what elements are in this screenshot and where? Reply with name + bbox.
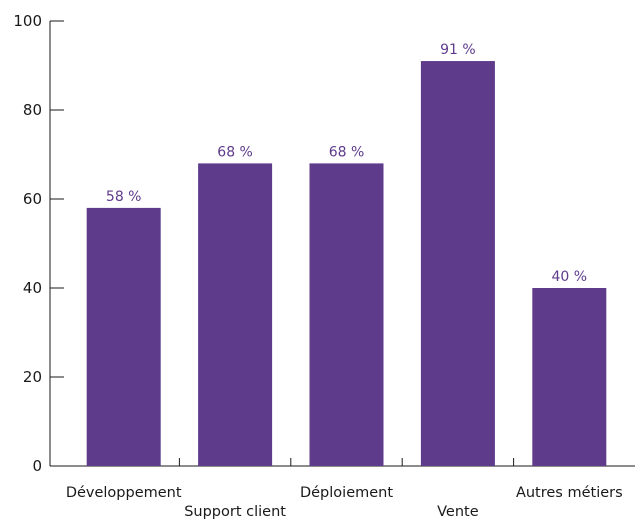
- category-label: Vente: [437, 504, 479, 520]
- bar: [532, 288, 607, 466]
- bar-value-label: 40 %: [552, 269, 588, 285]
- bar: [86, 207, 161, 466]
- y-tick-label: 60: [23, 190, 42, 208]
- bar-value-label: 68 %: [217, 144, 253, 160]
- y-tick-label: 100: [13, 12, 42, 30]
- category-label: Autres métiers: [516, 485, 623, 501]
- y-tick-label: 80: [23, 101, 42, 119]
- bars: [86, 61, 607, 467]
- category-label: Développement: [66, 485, 182, 501]
- bar: [309, 163, 384, 466]
- value-labels: 58 % 68 % 68 % 91 % 40 %: [106, 42, 587, 285]
- bar: [198, 163, 273, 466]
- y-tick-label: 20: [23, 368, 42, 386]
- category-label: Support client: [184, 504, 286, 520]
- y-tick-label: 0: [32, 457, 42, 475]
- bar: [420, 61, 495, 467]
- y-tick-label: 40: [23, 279, 42, 297]
- bar-value-label: 68 %: [329, 144, 365, 160]
- category-label: Déploiement: [300, 485, 393, 501]
- bar-value-label: 58 %: [106, 189, 142, 205]
- y-axis: 0 20 40 60 80 100: [13, 12, 64, 475]
- bar-value-label: 91 %: [440, 42, 476, 58]
